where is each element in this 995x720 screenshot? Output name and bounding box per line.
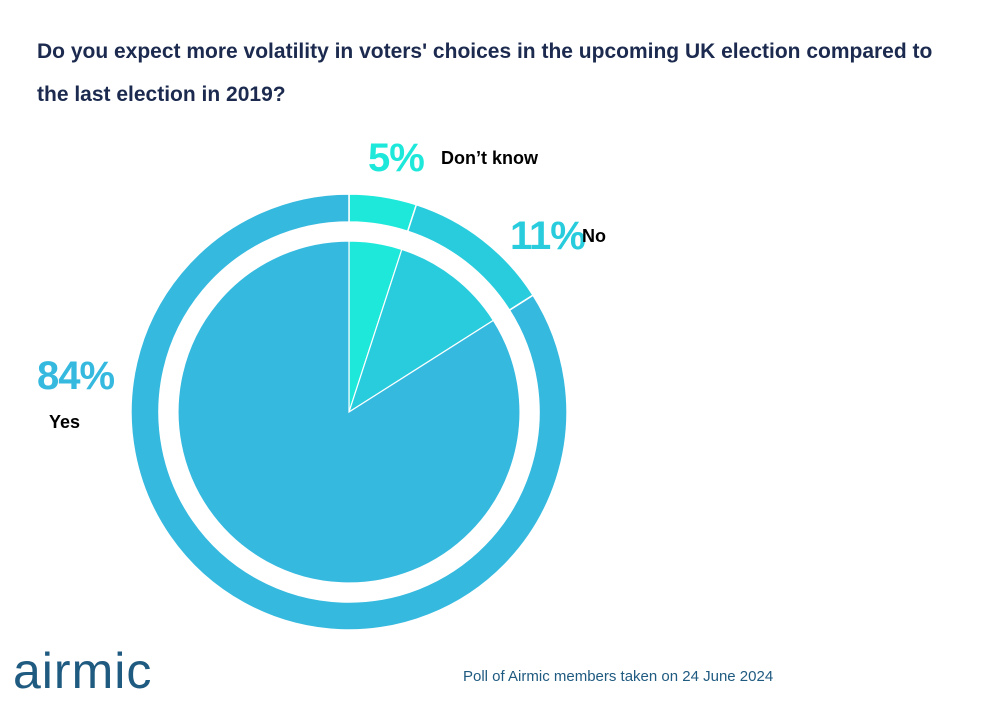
pie-slice-no bbox=[347, 248, 495, 414]
footnote: Poll of Airmic members taken on 24 June … bbox=[463, 668, 774, 685]
data-label-yes-percent: 84% bbox=[37, 354, 115, 398]
chart-title: Do you expect more volatility in voters'… bbox=[37, 40, 933, 106]
ring-segment-dont-know bbox=[348, 193, 418, 233]
data-label-dont-know: Don’t know bbox=[441, 148, 538, 168]
data-label-dont-know-percent: 5% bbox=[368, 136, 425, 180]
data-label-no: No bbox=[582, 226, 606, 246]
pie-slice-yes bbox=[177, 240, 521, 584]
data-label-no-percent: 11% bbox=[510, 214, 586, 258]
data-label-yes: Yes bbox=[49, 412, 81, 432]
ring-segment-yes bbox=[130, 193, 568, 631]
airmic-logo: airmic bbox=[13, 643, 153, 699]
